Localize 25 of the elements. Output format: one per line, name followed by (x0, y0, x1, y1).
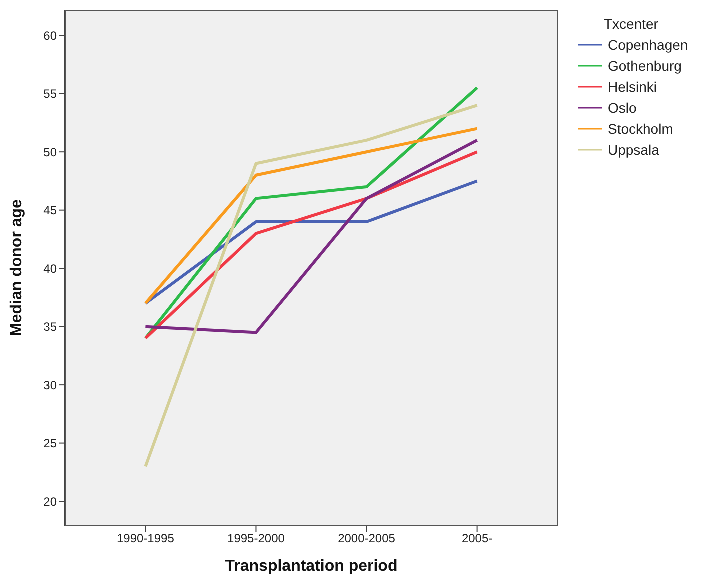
y-tick-label: 60 (44, 28, 58, 43)
y-tick-label: 50 (44, 145, 58, 160)
y-tick-label: 30 (44, 378, 58, 392)
line-series (144, 86, 479, 340)
legend-label: Helsinki (608, 78, 658, 94)
y-tick-label: 45 (44, 204, 58, 218)
legend-title: Txcenter (604, 16, 660, 32)
y-tick-label: 35 (44, 320, 58, 334)
y-tick-label: 40 (44, 262, 58, 276)
legend-label: Gothenburg (608, 58, 682, 74)
x-tick-label: 2000-2005 (338, 532, 396, 546)
x-axis-title: Transplantation period (225, 558, 398, 575)
y-tick-label: 55 (44, 87, 58, 102)
line-series (144, 104, 479, 468)
x-tick-label: 2005- (462, 532, 493, 546)
line-series (144, 127, 479, 306)
x-tick-label: 1990-1995 (117, 532, 175, 546)
legend-label: Uppsala (608, 142, 660, 158)
legend-label: Oslo (608, 100, 637, 116)
y-tick-label: 20 (44, 494, 58, 509)
legend-label: Copenhagen (608, 36, 688, 52)
y-tick-label: 25 (44, 436, 58, 451)
legend-label: Stockholm (608, 120, 674, 136)
y-axis-title: Median donor age (8, 199, 26, 336)
x-tick-label: 1995-2000 (228, 532, 286, 546)
